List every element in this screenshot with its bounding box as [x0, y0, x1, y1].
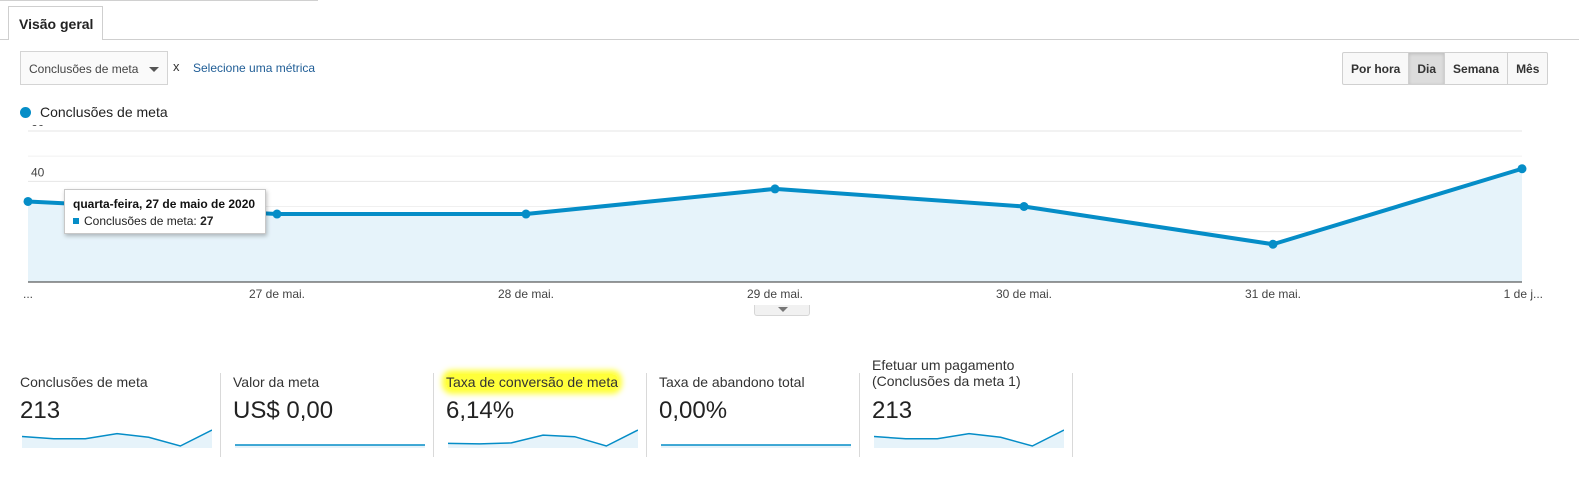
data-point	[521, 209, 531, 219]
x-tick-label: ...	[23, 287, 33, 301]
period-week-button[interactable]: Semana	[1445, 53, 1509, 84]
tooltip-swatch-icon	[73, 218, 79, 224]
scorecard-label: Taxa de abandono total	[659, 374, 805, 390]
scorecard-label: Taxa de conversão de meta	[446, 374, 618, 390]
tab-visao-geral[interactable]: Visão geral	[8, 6, 103, 40]
tooltip-value: 27	[200, 214, 214, 228]
sparkline-area	[448, 430, 638, 448]
data-point	[1019, 202, 1029, 211]
scorecard-value: US$ 0,00	[233, 397, 334, 424]
legend-dot-icon	[20, 107, 31, 118]
tab-strip-divider	[0, 39, 1579, 40]
x-tick-label: 31 de mai.	[1245, 287, 1301, 301]
chart-collapse-handle[interactable]	[754, 305, 810, 316]
scorecard-value: 0,00%	[659, 397, 728, 424]
sparkline	[661, 444, 851, 448]
scorecard-label: Valor da meta	[233, 374, 320, 390]
period-month-button[interactable]: Mês	[1516, 61, 1540, 76]
x-tick-label: 30 de mai.	[996, 287, 1052, 301]
metric-dropdown-value: Conclusões de meta	[29, 62, 139, 76]
sparkline-area	[874, 430, 1064, 448]
tooltip-row: Conclusões de meta: 27	[73, 214, 257, 228]
metric-dropdown[interactable]: Conclusões de meta	[20, 51, 168, 85]
x-tick-label: 28 de mai.	[498, 287, 554, 301]
period-hourly-button[interactable]: Por hora	[1343, 53, 1410, 84]
x-tick-label: 29 de mai.	[747, 287, 803, 301]
scorecard-label: Conclusões de meta	[20, 374, 148, 390]
data-point	[1268, 239, 1278, 249]
chart-tooltip: quarta-feira, 27 de maio de 2020 Conclus…	[64, 189, 266, 234]
data-point	[770, 184, 780, 194]
chevron-down-icon	[149, 67, 159, 72]
sparkline	[874, 429, 1064, 448]
sparkline	[448, 429, 638, 448]
x-tick-label: 1 de j...	[1504, 287, 1543, 301]
y-tick-label: 40	[31, 165, 45, 179]
compare-separator: x	[173, 59, 180, 74]
legend-label: Conclusões de meta	[40, 104, 168, 120]
tooltip-series-label: Conclusões de meta:	[84, 214, 197, 228]
time-granularity-toggle: Por hora Dia Semana Mês	[1342, 52, 1549, 85]
scorecard-label: Efetuar um pagamento (Conclusões da meta…	[872, 357, 1021, 389]
sparkline-line	[22, 429, 212, 447]
scorecard-goal-1-completions[interactable]: Efetuar um pagamento (Conclusões da meta…	[860, 357, 1073, 457]
period-day-button[interactable]: Dia	[1409, 53, 1446, 84]
select-metric-link[interactable]: Selecione uma métrica	[193, 61, 316, 75]
data-point	[1517, 164, 1527, 174]
tooltip-title: quarta-feira, 27 de maio de 2020	[73, 197, 256, 211]
sparkline	[22, 429, 212, 448]
sparkline-line	[874, 429, 1064, 447]
scorecard-goal-completions[interactable]: Conclusões de meta 213	[8, 357, 221, 457]
scorecard-value: 6,14%	[446, 397, 515, 424]
sparkline	[235, 444, 425, 448]
data-point	[23, 196, 33, 206]
sparkline-line	[448, 429, 638, 447]
y-tick-label: 60	[31, 125, 45, 129]
scorecard-total-abandonment-rate[interactable]: Taxa de abandono total 0,00%	[647, 357, 860, 457]
x-tick-label: 27 de mai.	[249, 287, 305, 301]
data-point	[272, 209, 282, 219]
scorecard-goal-value[interactable]: Valor da meta US$ 0,00	[221, 357, 434, 457]
scorecard-goal-conversion-rate[interactable]: Taxa de conversão de meta 6,14%	[434, 357, 647, 457]
series-area	[28, 168, 1522, 282]
goal-completions-chart: 204060...27 de mai.28 de mai.29 de mai.3…	[23, 125, 1543, 301]
tab-strip-top-border	[0, 0, 318, 1]
scorecard-value: 213	[872, 397, 913, 424]
scorecard-value: 213	[20, 397, 61, 424]
sparkline-area	[22, 430, 212, 448]
highlight-marker: Taxa de conversão de meta	[446, 374, 618, 390]
